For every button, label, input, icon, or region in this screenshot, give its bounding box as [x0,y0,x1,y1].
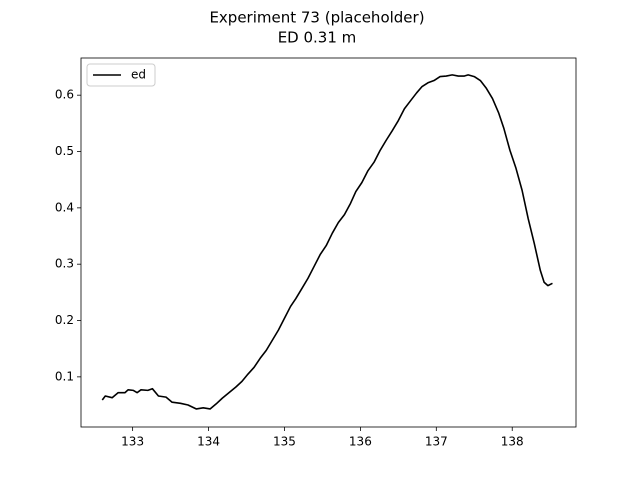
x-tick-label: 134 [197,435,220,449]
chart-subtitle: ED 0.31 m [278,29,357,47]
y-tick-label: 0.5 [55,144,74,158]
x-tick-label: 135 [273,435,296,449]
y-tick-label: 0.3 [55,257,74,271]
legend-label: ed [131,68,146,82]
x-tick-label: 133 [121,435,144,449]
x-tick-label: 136 [349,435,372,449]
y-tick-label: 0.1 [55,369,74,383]
x-tick-label: 138 [501,435,524,449]
chart-title: Experiment 73 (placeholder) [209,9,424,27]
plot-frame [80,57,577,428]
y-tick-label: 0.6 [55,88,74,102]
y-tick-label: 0.4 [55,200,74,214]
y-tick-label: 0.2 [55,313,74,327]
data-line [101,74,553,410]
x-tick-label: 137 [425,435,448,449]
